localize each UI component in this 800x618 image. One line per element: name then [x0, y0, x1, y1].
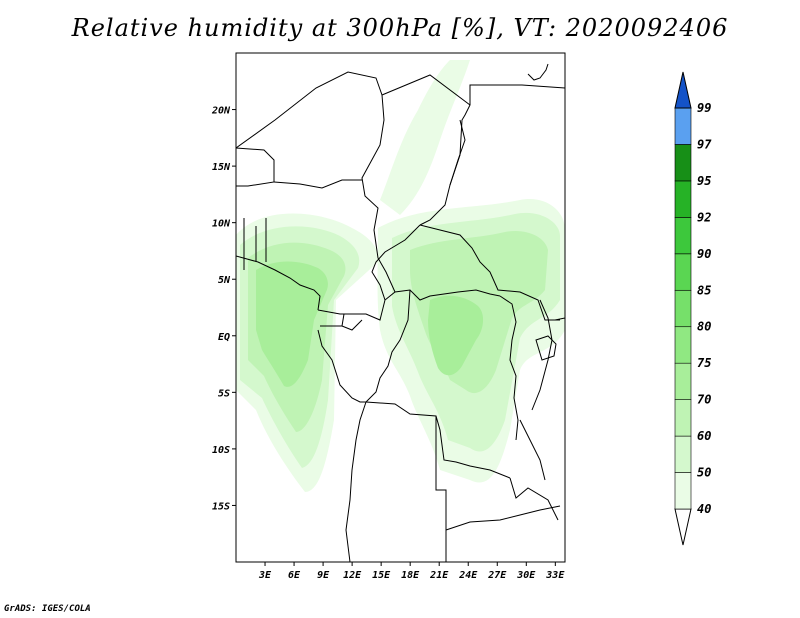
colorbar-label: 97	[697, 137, 712, 151]
colorbar: 40 50 60 70 75 80 85 90 92 95 97 99	[674, 71, 712, 546]
colorbar-high-triangle	[674, 71, 692, 109]
lon-tick-label: 33E	[545, 570, 565, 581]
colorbar-swatch	[674, 362, 692, 400]
lon-tick-label: 27E	[487, 570, 507, 581]
colorbar-label: 75	[697, 356, 711, 370]
colorbar-swatch	[674, 326, 692, 364]
lat-tick-label: 10N	[212, 219, 231, 230]
lat-tick-label: 15N	[212, 162, 231, 173]
colorbar-label: 40	[697, 502, 711, 516]
colorbar-swatch	[674, 289, 692, 328]
grads-credit: GrADS: IGES/COLA	[4, 604, 91, 614]
colorbar-label: 95	[697, 174, 711, 188]
country-boundaries	[236, 63, 565, 562]
lon-tick-label: 9E	[317, 570, 330, 581]
colorbar-low-triangle	[674, 508, 692, 546]
colorbar-swatch	[674, 399, 692, 437]
colorbar-label: 99	[697, 101, 711, 115]
colorbar-swatch	[674, 472, 692, 510]
lat-tick-label: EQ	[218, 332, 230, 343]
map-frame	[235, 52, 566, 563]
colorbar-label: 80	[697, 320, 711, 334]
lon-tick-label: 24E	[458, 570, 478, 581]
colorbar-label: 70	[697, 393, 711, 407]
lon-tick-label: 3E	[258, 570, 272, 581]
humidity-shading	[236, 60, 565, 492]
lon-tick-label: 30E	[516, 570, 536, 581]
lon-tick-label: 21E	[429, 570, 449, 581]
colorbar-swatch	[674, 144, 692, 182]
colorbar-swatch	[674, 435, 692, 473]
lat-tick-label: 5S	[218, 388, 230, 399]
colorbar-label: 60	[697, 429, 711, 443]
colorbar-label: 85	[697, 283, 711, 297]
lat-tick-label: 20N	[211, 106, 231, 117]
colorbar-label: 50	[697, 466, 711, 480]
rh-70-75-fill	[256, 261, 484, 387]
lat-tick-label: 5N	[218, 275, 231, 286]
lon-tick-label: 15E	[372, 570, 391, 581]
lat-tick-label: 10S	[212, 445, 230, 456]
lon-tick-label: 18E	[401, 570, 420, 581]
map-title: Relative humidity at 300hPa [%], VT: 202…	[71, 14, 729, 42]
colorbar-label: 92	[697, 210, 711, 224]
colorbar-label: 90	[697, 247, 711, 261]
latitude-axis: 20N 15N 10N 5N EQ 5S 10S 15S	[211, 106, 236, 512]
lat-tick-label: 15S	[212, 501, 230, 512]
colorbar-swatch	[674, 217, 692, 255]
colorbar-swatch	[674, 180, 692, 218]
lon-tick-label: 12E	[343, 570, 362, 581]
colorbar-swatch	[674, 253, 692, 291]
colorbar-swatch	[674, 107, 692, 145]
lon-tick-label: 6E	[288, 570, 301, 581]
longitude-axis: 3E 6E 9E 12E 15E 18E 21E 24E 27E 30E 33E	[258, 562, 565, 581]
